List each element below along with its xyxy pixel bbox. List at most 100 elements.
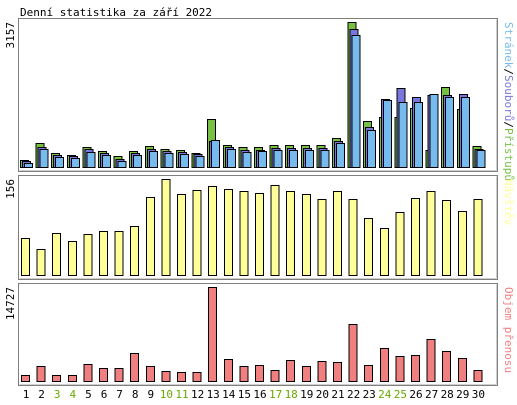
bar-Stránek [164, 153, 174, 168]
day-label: 23 [363, 388, 376, 401]
bar-Objem přenosu [208, 287, 218, 382]
day-label: 26 [409, 388, 422, 401]
bar-Objem přenosu [130, 353, 140, 382]
bar-Objem přenosu [99, 368, 108, 382]
legend-text: Stránek/Souborů/Přístupů [502, 22, 515, 181]
bar-Stránek [55, 157, 65, 168]
bar-Návštěv [379, 228, 389, 276]
bar-Stránek [289, 150, 299, 168]
bar-Objem přenosu [317, 361, 327, 382]
bar-Návštěv [99, 231, 108, 276]
bar-Stránek [39, 149, 49, 168]
bar-Objem přenosu [145, 366, 155, 382]
bar-Stránek [102, 155, 111, 168]
panel-volume: 14727 Objem přenosu [4, 283, 515, 386]
chart-title: Denní statistika za září 2022 [20, 6, 212, 19]
bar-Stránek [273, 150, 283, 168]
bars-volume [21, 287, 483, 382]
bar-Objem přenosu [364, 365, 374, 382]
panel-hits: 3157 Stránek/Souborů/Přístupů [4, 18, 515, 181]
y-max-label: 156 [4, 179, 17, 199]
bar-Objem přenosu [473, 370, 483, 382]
bars-visits [21, 179, 483, 276]
bar-Návštěv [223, 189, 233, 276]
bar-Stránek [460, 97, 470, 168]
day-label: 16 [253, 388, 266, 401]
day-label: 4 [69, 388, 76, 401]
bar-Objem přenosu [83, 364, 93, 382]
bar-Stránek [429, 94, 439, 168]
bar-Návštěv [301, 194, 311, 276]
bar-Objem přenosu [457, 358, 467, 382]
legend-entry: Souborů [502, 75, 515, 121]
day-label: 21 [331, 388, 344, 401]
bar-Návštěv [192, 190, 202, 276]
day-label: 28 [441, 388, 454, 401]
bar-Objem přenosu [239, 366, 249, 382]
bar-Návštěv [21, 238, 30, 276]
bar-Návštěv [161, 179, 171, 276]
bar-Stránek [367, 130, 377, 168]
bar-Objem přenosu [223, 359, 233, 382]
bar-Objem přenosu [67, 375, 77, 382]
bar-Stránek [242, 152, 252, 168]
bar-Stránek [24, 163, 33, 168]
bar-Návštěv [36, 249, 46, 276]
legend-entry: Stránek [502, 22, 515, 69]
bar-Návštěv [317, 199, 327, 276]
bar-Návštěv [83, 234, 93, 276]
bar-Stránek [86, 152, 96, 168]
day-label: 17 [269, 388, 282, 401]
bar-Stránek [304, 150, 314, 168]
legend-text: Návštěv [502, 179, 515, 226]
day-label: 14 [222, 388, 236, 401]
bar-Objem přenosu [21, 375, 30, 382]
legend-entry: Přístupů [502, 128, 515, 181]
y-max-label: 3157 [4, 22, 17, 49]
day-label: 27 [425, 388, 438, 401]
day-label: 12 [191, 388, 204, 401]
bar-Objem přenosu [395, 356, 405, 382]
legend-visits: Návštěv [502, 179, 515, 226]
bar-Stránek [351, 35, 361, 168]
bar-Objem přenosu [177, 372, 186, 382]
bar-Stránek [414, 102, 423, 168]
day-label: 10 [160, 388, 173, 401]
day-label: 22 [347, 388, 360, 401]
day-label: 3 [54, 388, 61, 401]
day-label: 1 [23, 388, 30, 401]
day-label: 24 [378, 388, 392, 401]
bar-Návštěv [145, 197, 155, 276]
bar-Stránek [382, 100, 392, 168]
bar-Návštěv [255, 193, 264, 276]
legend-volume: Objem přenosu [502, 287, 515, 373]
bar-Objem přenosu [333, 362, 342, 382]
day-label: 11 [175, 388, 188, 401]
day-label: 2 [38, 388, 45, 401]
bar-Stránek [133, 155, 143, 168]
bar-Stránek [476, 150, 486, 168]
bar-Návštěv [364, 218, 374, 276]
bar-Návštěv [67, 241, 77, 276]
day-label: 18 [285, 388, 298, 401]
bar-Objem přenosu [348, 324, 358, 382]
day-label: 5 [85, 388, 92, 401]
legend-separator: / [502, 68, 515, 75]
day-label: 9 [147, 388, 154, 401]
day-label: 15 [238, 388, 251, 401]
bar-Objem přenosu [114, 368, 124, 382]
bar-Návštěv [270, 185, 280, 276]
bar-Návštěv [130, 226, 140, 276]
legend-entry: Návštěv [502, 179, 515, 226]
legend-text: Objem přenosu [502, 287, 515, 373]
bar-Návštěv [114, 231, 124, 276]
bar-Návštěv [426, 191, 436, 276]
bar-Návštěv [395, 212, 405, 276]
bar-Objem přenosu [411, 355, 420, 382]
bar-Stránek [117, 161, 127, 168]
bar-Stránek [336, 143, 345, 168]
day-label: 7 [116, 388, 123, 401]
bar-Stránek [226, 149, 236, 168]
